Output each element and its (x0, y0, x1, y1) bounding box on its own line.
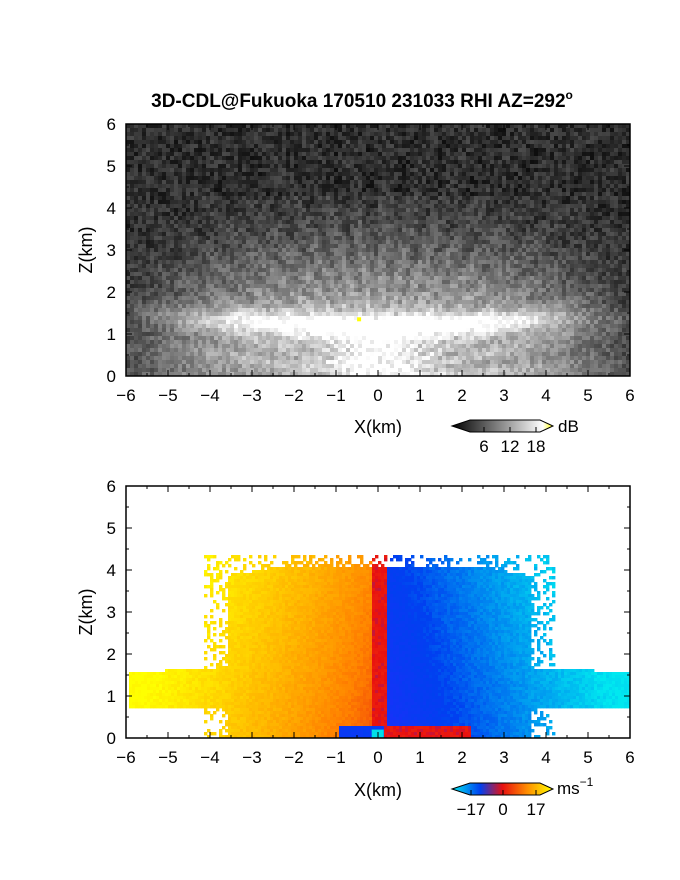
x-tick-label: −3 (242, 748, 261, 767)
panel-backscatter: 3D-CDL@Fukuoka 170510 231033 RHI AZ=292o… (76, 88, 635, 456)
y-tick-label: 4 (107, 561, 116, 580)
x-tick-label: −5 (158, 748, 177, 767)
x-tick-label: −4 (200, 748, 219, 767)
colorbar-velocity-unit: ms−1 (557, 775, 594, 798)
y-axis-label: Z(km) (76, 227, 96, 274)
x-tick-label: 0 (373, 386, 382, 405)
colorbar-tick-label: 18 (527, 437, 546, 456)
colorbar-velocity: −17 0 17 ms−1 (450, 775, 594, 819)
x-tick-label: −5 (158, 386, 177, 405)
x-tick-label: 5 (583, 748, 592, 767)
panel-title: 3D-CDL@Fukuoka 170510 231033 RHI AZ=292o (151, 88, 573, 112)
x-tick-label: 6 (625, 748, 634, 767)
x-tick-label: 2 (457, 386, 466, 405)
x-axis-label: X(km) (354, 780, 402, 800)
x-tick-label: −2 (284, 386, 303, 405)
colorbar-tick-label: 17 (527, 800, 546, 819)
x-tick-label: 6 (625, 386, 634, 405)
y-tick-label: 0 (107, 729, 116, 748)
x-tick-label: −4 (200, 386, 219, 405)
y-tick-label: 2 (107, 283, 116, 302)
colorbar-db: 6 12 18 dB (450, 417, 579, 456)
x-tick-label: 3 (499, 748, 508, 767)
colorbar-tick-label: 6 (479, 437, 488, 456)
panel-velocity: −6 −5 −4 −3 −2 −1 0 1 2 3 4 5 6 0 1 2 3 4 5 6 X(km) Z(km) −… (76, 477, 635, 819)
x-tick-label: 3 (499, 386, 508, 405)
x-tick-label: −6 (116, 748, 135, 767)
x-tick-label: 5 (583, 386, 592, 405)
y-tick-label: 5 (107, 157, 116, 176)
x-tick-label: 4 (541, 748, 550, 767)
velocity-plot-area (126, 486, 630, 738)
y-tick-label: 4 (107, 199, 116, 218)
backscatter-axes: −6 −5 −4 −3 −2 −1 0 1 2 3 4 5 6 0 1 2 3 4 5 6 (107, 115, 635, 405)
y-tick-label: 3 (107, 241, 116, 260)
x-tick-label: −2 (284, 748, 303, 767)
colorbar-tick-label: 12 (501, 437, 520, 456)
backscatter-plot-area (126, 124, 630, 376)
colorbar-tick-label: 0 (498, 800, 507, 819)
x-tick-label: 0 (373, 748, 382, 767)
colorbar-tick-label: −17 (457, 800, 486, 819)
x-tick-label: −6 (116, 386, 135, 405)
x-tick-label: −1 (326, 386, 345, 405)
x-tick-label: −3 (242, 386, 261, 405)
x-tick-label: 2 (457, 748, 466, 767)
y-axis-label: Z(km) (76, 589, 96, 636)
x-axis-label: X(km) (354, 417, 402, 437)
y-tick-label: 0 (107, 367, 116, 386)
y-tick-label: 1 (107, 687, 116, 706)
x-tick-label: 4 (541, 386, 550, 405)
colorbar-velocity-bar (450, 782, 555, 796)
x-tick-label: 1 (415, 386, 424, 405)
velocity-axes: −6 −5 −4 −3 −2 −1 0 1 2 3 4 5 6 0 1 2 3 4 5 6 (107, 477, 635, 767)
y-tick-label: 6 (107, 477, 116, 496)
yellow-speck (357, 317, 362, 322)
x-tick-label: 1 (415, 748, 424, 767)
y-tick-label: 3 (107, 603, 116, 622)
x-tick-label: −1 (326, 748, 345, 767)
y-tick-label: 1 (107, 325, 116, 344)
y-tick-label: 6 (107, 115, 116, 134)
y-tick-label: 5 (107, 519, 116, 538)
colorbar-db-unit: dB (558, 417, 579, 436)
colorbar-db-bar (450, 419, 555, 433)
y-tick-label: 2 (107, 645, 116, 664)
